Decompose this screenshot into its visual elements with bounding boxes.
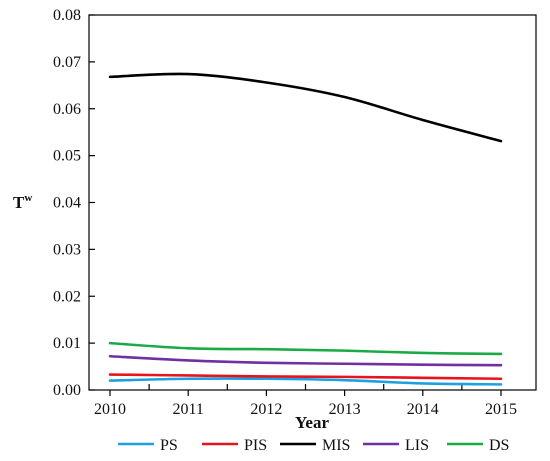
- y-tick-label: 0.08: [53, 7, 81, 24]
- series-line-ps: [108, 377, 503, 386]
- y-axis-title-superscript: w: [24, 192, 32, 204]
- x-tick-label: 2015: [485, 401, 517, 418]
- y-axis-title-main: T: [13, 193, 25, 212]
- y-tick-label: 0.00: [53, 382, 81, 399]
- y-tick-label: 0.04: [53, 195, 81, 212]
- x-tick-label: 2011: [172, 401, 203, 418]
- y-axis: 0.00 0.01 0.02 0.03 0.04 0.05 0.06 0.07 0.08: [53, 7, 95, 399]
- y-tick-label: 0.05: [53, 148, 81, 165]
- series-line-ds: [108, 341, 503, 356]
- plot-frame: [88, 14, 537, 391]
- x-tick-label: 2013: [329, 401, 361, 418]
- series-line-mis: [108, 72, 503, 143]
- x-tick-label: 2014: [407, 401, 439, 418]
- legend-label-lis: LIS: [405, 437, 429, 454]
- y-tick-label: 0.07: [53, 54, 81, 71]
- series-layer: [108, 72, 503, 386]
- legend: PS PIS MIS LIS DS: [118, 437, 509, 454]
- series-line-pis: [108, 373, 503, 381]
- x-axis-title: Year: [295, 413, 329, 432]
- y-axis-title: Tw: [13, 192, 32, 212]
- x-tick-label: 2012: [250, 401, 282, 418]
- y-tick-label: 0.03: [53, 241, 81, 258]
- x-axis: 2010 2011 2012 2013 2014 2015: [94, 384, 517, 418]
- y-tick-label: 0.06: [53, 101, 81, 118]
- plot-border: [88, 14, 537, 391]
- y-tick-label: 0.02: [53, 288, 81, 305]
- y-tick-label: 0.01: [53, 335, 81, 352]
- legend-label-mis: MIS: [322, 437, 350, 454]
- legend-label-pis: PIS: [244, 437, 267, 454]
- legend-label-ds: DS: [489, 437, 509, 454]
- series-line-lis: [108, 354, 503, 367]
- legend-label-ps: PS: [160, 437, 178, 454]
- x-tick-label: 2010: [94, 401, 126, 418]
